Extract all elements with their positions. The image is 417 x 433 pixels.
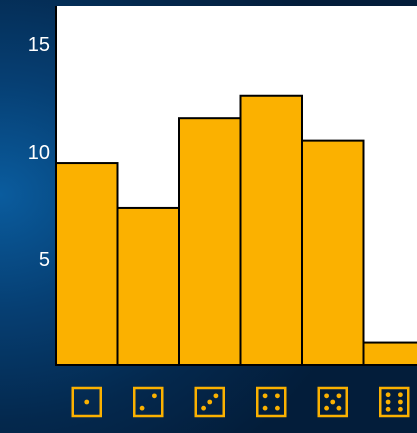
die-face-5-icon (317, 386, 348, 418)
die-pip (207, 399, 213, 405)
die-pip (324, 405, 329, 411)
die-pip (262, 405, 268, 411)
die-pip (84, 399, 90, 405)
die-pip (213, 393, 219, 399)
die-pip (336, 405, 342, 411)
die-outline (71, 386, 102, 418)
bar-1 (55, 162, 119, 366)
die-pip (336, 393, 342, 399)
die-pip (275, 405, 280, 411)
die-face-1-icon (71, 386, 102, 418)
die-pip (139, 405, 145, 411)
die-pip (385, 392, 391, 398)
die-pip (324, 393, 329, 399)
die-outline (194, 386, 225, 418)
die-pip (275, 393, 280, 399)
die-pip (262, 393, 268, 399)
die-pip (201, 405, 206, 411)
die-face-3-icon (194, 386, 225, 418)
die-outline (317, 386, 348, 418)
y-tick-label: 15 (28, 34, 50, 56)
bar-2 (116, 206, 180, 366)
bar-3 (178, 117, 242, 366)
die-outline (133, 386, 164, 418)
bar-6 (362, 341, 417, 366)
die-pip (330, 399, 336, 405)
die-pip (385, 399, 391, 405)
die-pip (398, 392, 403, 398)
die-face-4-icon (256, 386, 287, 418)
die-pip (385, 406, 391, 412)
die-face-6-icon (379, 386, 410, 418)
y-tick-label: 5 (39, 249, 50, 271)
die-pip (398, 406, 403, 412)
bars-group (55, 94, 417, 366)
y-axis: 5 10 15 (28, 34, 50, 271)
die-outline (256, 386, 287, 418)
die-pip (398, 399, 403, 405)
bar-5 (301, 139, 365, 366)
x-axis-category-icons (71, 386, 410, 418)
die-outline (379, 386, 410, 418)
die-face-2-icon (133, 386, 164, 418)
bar-4 (239, 94, 303, 366)
y-tick-label: 10 (28, 142, 50, 164)
die-pip (152, 393, 157, 399)
